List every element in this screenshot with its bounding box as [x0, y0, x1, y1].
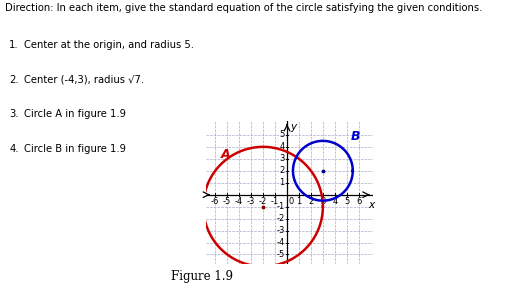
- Text: 6: 6: [356, 197, 362, 206]
- Text: 4: 4: [279, 142, 285, 151]
- Text: -6: -6: [211, 197, 219, 206]
- Text: Circle A in figure 1.9: Circle A in figure 1.9: [24, 109, 126, 119]
- Text: 4: 4: [332, 197, 338, 206]
- Text: 4.: 4.: [9, 144, 19, 154]
- Text: 5: 5: [344, 197, 349, 206]
- Text: 1: 1: [296, 197, 302, 206]
- Text: -3: -3: [247, 197, 255, 206]
- Text: -4: -4: [276, 238, 285, 247]
- Text: -3: -3: [276, 226, 285, 235]
- Text: 1.: 1.: [9, 40, 19, 50]
- Text: y: y: [290, 122, 296, 132]
- Text: 0: 0: [289, 197, 294, 206]
- Text: Center (-4,3), radius √7.: Center (-4,3), radius √7.: [24, 75, 144, 85]
- Text: -2: -2: [276, 214, 285, 223]
- Text: 3.: 3.: [9, 109, 19, 119]
- Text: x: x: [368, 200, 374, 210]
- Text: A: A: [221, 148, 231, 161]
- Text: Center at the origin, and radius 5.: Center at the origin, and radius 5.: [24, 40, 194, 50]
- Text: Circle B in figure 1.9: Circle B in figure 1.9: [24, 144, 126, 154]
- Text: -5: -5: [276, 250, 285, 259]
- Text: 2: 2: [309, 197, 313, 206]
- Text: -1: -1: [271, 197, 279, 206]
- Text: 3: 3: [279, 154, 285, 163]
- Text: 5: 5: [279, 130, 285, 139]
- Text: -1: -1: [276, 202, 285, 211]
- Text: -5: -5: [223, 197, 232, 206]
- Text: 3: 3: [320, 197, 326, 206]
- Text: Figure 1.9: Figure 1.9: [171, 270, 233, 283]
- Text: Direction: In each item, give the standard equation of the circle satisfying the: Direction: In each item, give the standa…: [5, 3, 483, 13]
- Text: 1: 1: [279, 178, 285, 187]
- Text: B: B: [350, 130, 360, 143]
- Text: 2: 2: [279, 166, 285, 175]
- Text: -2: -2: [259, 197, 267, 206]
- Text: -4: -4: [235, 197, 243, 206]
- Text: 2.: 2.: [9, 75, 19, 85]
